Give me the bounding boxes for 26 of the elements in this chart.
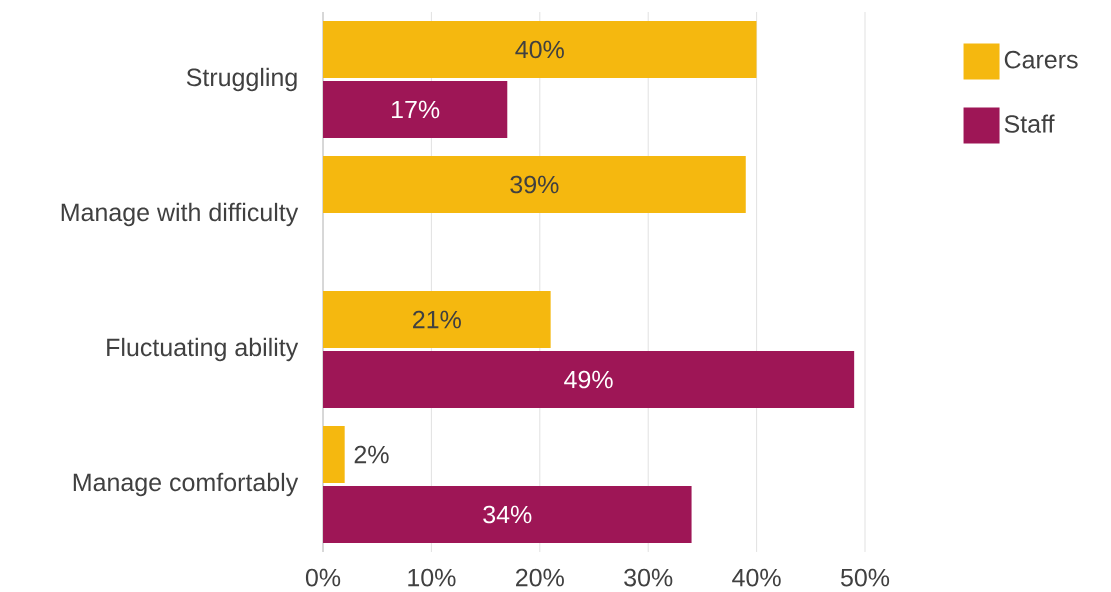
x-tick-label: 20% — [516, 568, 564, 587]
legend-label: Staff — [1004, 114, 1055, 133]
x-tick-label: 10% — [408, 568, 456, 587]
bar — [323, 81, 508, 138]
legend-label: Carers — [1004, 50, 1078, 69]
data-label: 34% — [483, 505, 532, 524]
data-label: 39% — [510, 175, 559, 194]
data-label: 49% — [564, 370, 613, 389]
x-tick-label: 50% — [840, 568, 890, 587]
y-tick-label: Fluctuating ability — [107, 337, 299, 362]
data-label: 2% — [354, 445, 389, 464]
y-tick-label: Struggling — [186, 67, 297, 92]
y-tick-label: Manage comfortably — [73, 472, 299, 497]
bar — [323, 425, 345, 483]
bar — [323, 21, 757, 78]
data-label: 21% — [413, 310, 461, 329]
bar — [323, 155, 746, 213]
y-tick-label: Manage with difficulty — [61, 202, 299, 227]
bar — [323, 350, 855, 408]
bar — [323, 291, 551, 348]
data-label: 17% — [392, 100, 440, 119]
bar — [323, 485, 692, 543]
x-tick-label: 0% — [305, 568, 341, 587]
data-label: 40% — [515, 40, 564, 59]
x-tick-label: 30% — [624, 568, 673, 587]
x-tick-label: 40% — [732, 568, 781, 587]
